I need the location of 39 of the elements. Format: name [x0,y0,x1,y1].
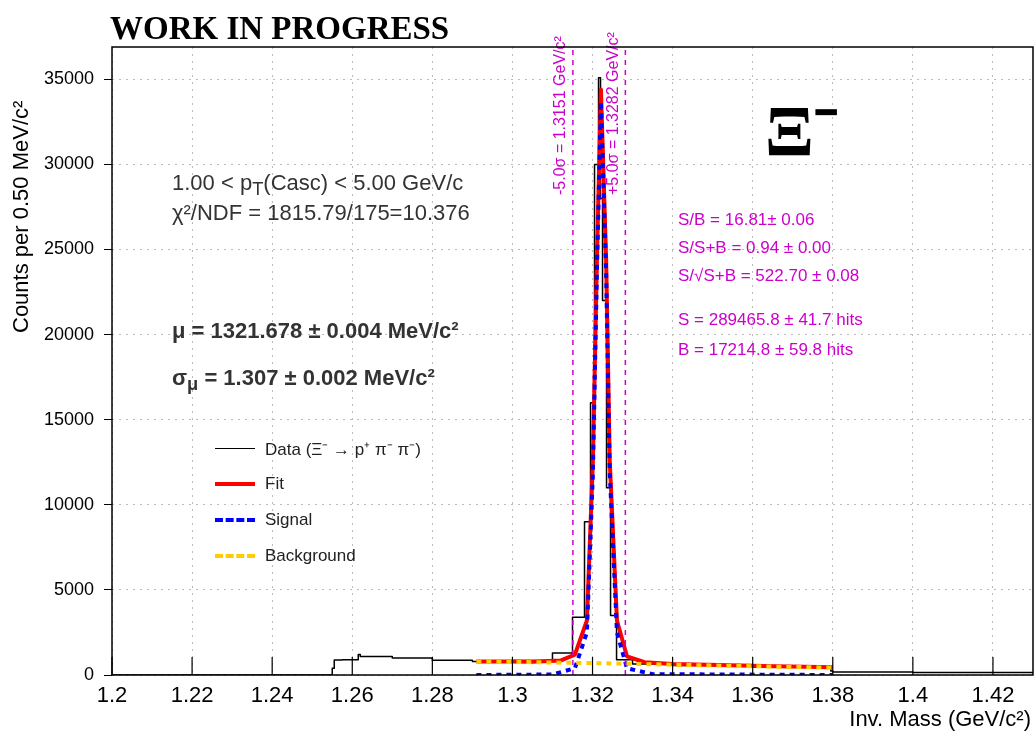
y-tick-label: 25000 [43,238,94,259]
x-tick-label: 1.36 [731,682,775,708]
x-tick-label: 1.32 [571,682,614,708]
chart-title: WORK IN PROGRESS [110,10,450,47]
legend-label: Fit [265,474,284,494]
y-tick-label: 5000 [53,578,94,599]
annotation: S/B = 16.81± 0.06 [678,210,815,230]
ref-line-label: -5.0σ = 1.3151 GeV/c² [551,35,569,195]
y-tick-label: 20000 [43,323,94,344]
annotation: Ξ⁻ [765,90,838,173]
ref-line-label: +5.0σ = 1.3282 GeV/c² [603,31,621,195]
x-axis-title: Inv. Mass (GeV/c²) [849,706,1031,732]
x-tick-label: 1.34 [651,682,695,708]
y-axis-title: Counts per 0.50 MeV/c² [8,100,34,333]
y-tick-label: 35000 [43,68,94,89]
x-tick-label: 1.4 [897,682,929,708]
x-tick-label: 1.24 [250,682,294,708]
legend-label: Background [265,546,356,566]
x-tick-label: 1.26 [330,682,374,708]
x-tick-label: 1.22 [170,682,214,708]
y-tick-label: 15000 [43,408,94,429]
annotation: S/S+B = 0.94 ± 0.00 [678,238,831,258]
annotation: χ²/NDF = 1815.79/175=10.376 [172,200,470,226]
annotation: S = 289465.8 ± 41.7 hits [678,310,863,330]
annotation: σ$_{μ}$ = 1.307 ± 0.002 MeV/c² [172,365,435,396]
annotation: S/√S+B = 522.70 ± 0.08 [678,266,860,286]
y-tick-label: 10000 [43,493,94,514]
x-tick-label: 1.2 [96,682,128,708]
x-tick-label: 1.3 [497,682,528,708]
annotation: 1.00 < p$_{T}$(Casc) < 5.00 GeV/c [172,170,464,201]
legend-label: Signal [265,510,313,530]
x-tick-label: 1.42 [971,682,1015,708]
legend-label: Data (Ξ⁻ → p⁺ π⁻ π⁻) [265,438,421,460]
y-tick-label: 0 [83,663,94,684]
y-tick-label: 30000 [43,153,94,174]
annotation: B = 17214.8 ± 59.8 hits [678,340,854,360]
x-tick-label: 1.28 [410,682,454,708]
x-tick-label: 1.38 [811,682,855,708]
annotation: μ = 1321.678 ± 0.004 MeV/c² [172,318,459,344]
